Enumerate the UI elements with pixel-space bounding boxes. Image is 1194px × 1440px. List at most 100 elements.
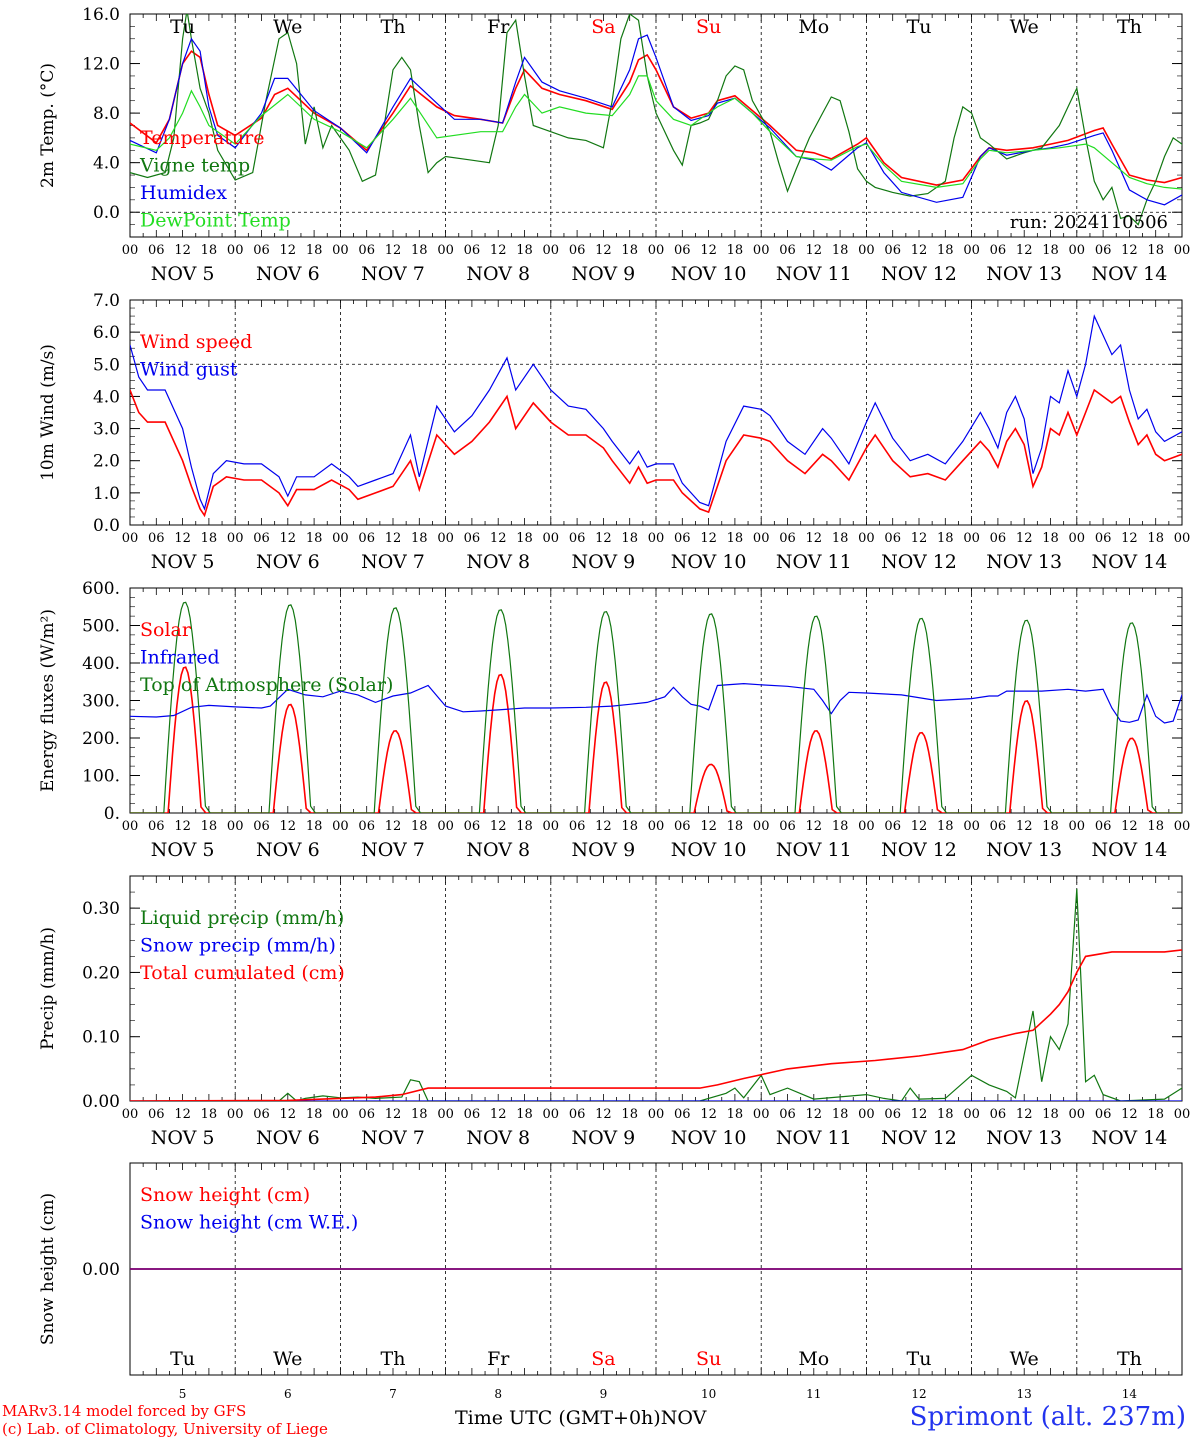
hour-tick-label: 12: [1121, 819, 1138, 834]
hour-tick-label: 00: [332, 531, 349, 546]
date-label: NOV 12: [881, 1127, 957, 1149]
y-tick-label: 0.0: [93, 203, 120, 223]
hour-tick-label: 06: [358, 1107, 375, 1122]
hour-tick-label: 18: [621, 1107, 638, 1122]
date-label: NOV 13: [986, 551, 1062, 573]
hour-tick-label: 06: [464, 819, 481, 834]
plot-frame: [129, 299, 1183, 526]
hour-tick-label: 06: [148, 243, 165, 258]
legend-entry: Total cumulated (cm): [140, 962, 345, 984]
y-tick-label: 8.0: [93, 104, 120, 124]
hour-tick-label: 12: [490, 819, 507, 834]
hour-tick-label: 06: [464, 531, 481, 546]
hour-tick-label: 06: [990, 243, 1007, 258]
hour-tick-label: 00: [963, 819, 980, 834]
date-label: NOV 7: [361, 263, 425, 285]
weekday-label: We: [1010, 16, 1039, 38]
y-tick-label: 4.0: [93, 154, 120, 174]
hour-tick-label: 06: [990, 819, 1007, 834]
hour-tick-label: 00: [648, 1107, 665, 1122]
y-tick-label: 0.00: [82, 1260, 120, 1280]
hour-tick-label: 00: [122, 243, 139, 258]
hour-tick-label: 18: [516, 531, 533, 546]
y-tick-label: 500.: [82, 617, 120, 637]
series-line: [130, 388, 1182, 518]
day-number-label: 5: [179, 1387, 187, 1401]
hour-tick-label: 18: [1147, 819, 1164, 834]
series-line: [130, 75, 1182, 190]
day-number-label: 6: [284, 1387, 292, 1401]
day-number-label: 8: [494, 1387, 502, 1401]
date-label: NOV 11: [776, 839, 852, 861]
legend-entry: DewPoint Temp: [140, 210, 291, 232]
y-axis-label: Energy fluxes (W/m²): [38, 609, 58, 792]
hour-tick-label: 12: [595, 243, 612, 258]
hour-tick-label: 06: [358, 531, 375, 546]
model-line: MARv3.14 model forced by GFS: [2, 1402, 247, 1420]
date-label: NOV 14: [1091, 1127, 1167, 1149]
weekday-label: Tu: [907, 16, 932, 38]
hour-tick-label: 06: [569, 531, 586, 546]
legend-entry: Wind speed: [140, 331, 252, 353]
hour-tick-label: 18: [516, 243, 533, 258]
hour-tick-label: 18: [411, 819, 428, 834]
hour-tick-label: 06: [253, 243, 270, 258]
hour-tick-label: 00: [1069, 819, 1086, 834]
hour-tick-label: 00: [227, 819, 244, 834]
hour-tick-label: 06: [884, 819, 901, 834]
panel-3: 0. 100. 200. 300. 400. 500. 600. Energy fluxes …: [38, 579, 1190, 861]
date-label: NOV 8: [466, 551, 530, 573]
day-number-label: 7: [389, 1387, 397, 1401]
hour-tick-label: 06: [1095, 531, 1112, 546]
hour-tick-label: 06: [358, 819, 375, 834]
legend-entry: Snow height (cm): [140, 1184, 310, 1206]
weekday-label: Fr: [487, 16, 510, 38]
hour-tick-label: 12: [280, 531, 297, 546]
hour-tick-label: 00: [858, 531, 875, 546]
hour-tick-label: 18: [832, 243, 849, 258]
date-label: NOV 12: [881, 551, 957, 573]
date-label: NOV 5: [151, 263, 215, 285]
day-number-label: 10: [701, 1387, 716, 1401]
date-label: NOV 6: [256, 839, 320, 861]
date-label: NOV 5: [151, 839, 215, 861]
series-line: [130, 949, 1182, 1101]
hour-tick-label: 12: [806, 531, 823, 546]
hour-tick-label: 00: [543, 531, 560, 546]
hour-tick-label: 18: [727, 819, 744, 834]
date-label: NOV 14: [1091, 551, 1167, 573]
hour-tick-label: 00: [648, 819, 665, 834]
time-axis-label: Time UTC (GMT+0h): [455, 1407, 661, 1429]
date-label: NOV 8: [466, 1127, 530, 1149]
hour-tick-label: 06: [253, 819, 270, 834]
weekday-label: Fr: [487, 1348, 510, 1370]
hour-tick-label: 12: [700, 1107, 717, 1122]
hour-tick-label: 18: [201, 819, 218, 834]
y-tick-label: 7.0: [93, 291, 120, 311]
hour-tick-label: 12: [595, 1107, 612, 1122]
hour-tick-label: 12: [280, 819, 297, 834]
panel-4: 0.00 0.10 0.20 0.30 Precip (mm/h) 00 06 12 18 00 0…: [38, 875, 1190, 1149]
y-tick-label: 400.: [82, 654, 120, 674]
hour-tick-label: 06: [1095, 819, 1112, 834]
hour-tick-label: 18: [727, 1107, 744, 1122]
date-label: NOV 6: [256, 551, 320, 573]
panel-5: 0.00 Snow height (cm) Snow height (cm) Snow…: [38, 1162, 1183, 1401]
hour-tick-label: 12: [595, 819, 612, 834]
legend-entry: Liquid precip (mm/h): [140, 907, 344, 929]
hour-tick-label: 12: [700, 819, 717, 834]
hour-tick-label: 12: [280, 1107, 297, 1122]
hour-tick-label: 18: [1042, 243, 1059, 258]
hour-tick-label: 06: [464, 243, 481, 258]
y-tick-label: 5.0: [93, 355, 120, 375]
hour-tick-label: 00: [332, 1107, 349, 1122]
hour-tick-label: 00: [122, 531, 139, 546]
hour-tick-label: 06: [884, 531, 901, 546]
date-label: NOV 10: [671, 1127, 747, 1149]
hour-tick-label: 18: [937, 243, 954, 258]
hour-tick-label: 06: [569, 243, 586, 258]
hour-tick-label: 12: [280, 243, 297, 258]
weekday-label: Sa: [591, 1348, 615, 1370]
hour-tick-label: 06: [674, 819, 691, 834]
series-line: [130, 14, 1182, 226]
